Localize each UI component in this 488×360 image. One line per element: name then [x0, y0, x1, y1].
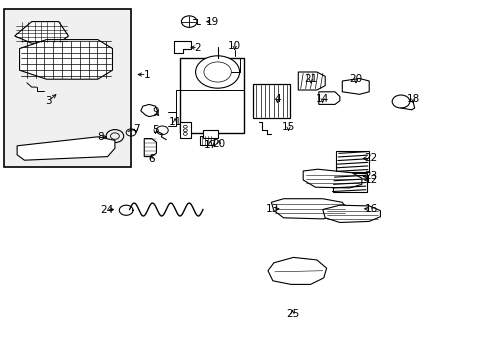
Polygon shape [318, 92, 339, 104]
Bar [4, 9, 131, 167]
Text: 14: 14 [315, 94, 329, 104]
Text: 2: 2 [194, 42, 201, 53]
Text: 3: 3 [45, 96, 52, 106]
Text: 17: 17 [203, 140, 217, 150]
Polygon shape [298, 72, 325, 90]
Text: 13: 13 [265, 204, 279, 214]
Text: 9: 9 [152, 107, 159, 117]
Text: 20: 20 [349, 74, 362, 84]
Text: 7: 7 [132, 124, 139, 134]
Text: 19: 19 [205, 17, 219, 27]
Polygon shape [271, 199, 346, 219]
Polygon shape [144, 139, 156, 157]
Polygon shape [342, 78, 368, 94]
Text: 1: 1 [143, 69, 150, 80]
Text: 10: 10 [228, 41, 241, 51]
Polygon shape [20, 40, 112, 79]
Text: 16: 16 [364, 204, 378, 214]
Text: 6: 6 [148, 154, 155, 164]
Text: 11: 11 [168, 117, 182, 127]
Circle shape [195, 56, 239, 88]
Text: 21: 21 [304, 74, 317, 84]
Bar [180, 58, 243, 133]
Text: 25: 25 [285, 309, 299, 319]
Polygon shape [15, 22, 68, 43]
Text: 23: 23 [363, 171, 377, 181]
Text: 8: 8 [97, 132, 103, 142]
Polygon shape [17, 137, 115, 160]
Polygon shape [141, 104, 157, 117]
Polygon shape [180, 122, 190, 138]
Bar [203, 130, 217, 138]
Text: 22: 22 [363, 153, 377, 163]
Text: 20: 20 [212, 139, 225, 149]
Text: 5: 5 [152, 125, 159, 135]
Bar [336, 151, 368, 172]
Text: 4: 4 [273, 94, 280, 104]
Text: 24: 24 [100, 204, 113, 215]
Polygon shape [267, 257, 326, 284]
Circle shape [203, 62, 231, 82]
Bar [253, 84, 289, 118]
Text: 12: 12 [364, 175, 378, 185]
Text: 18: 18 [406, 94, 419, 104]
Polygon shape [322, 205, 380, 222]
Polygon shape [303, 169, 361, 188]
Text: 15: 15 [281, 122, 295, 132]
Bar [332, 173, 366, 192]
Bar [199, 136, 214, 145]
